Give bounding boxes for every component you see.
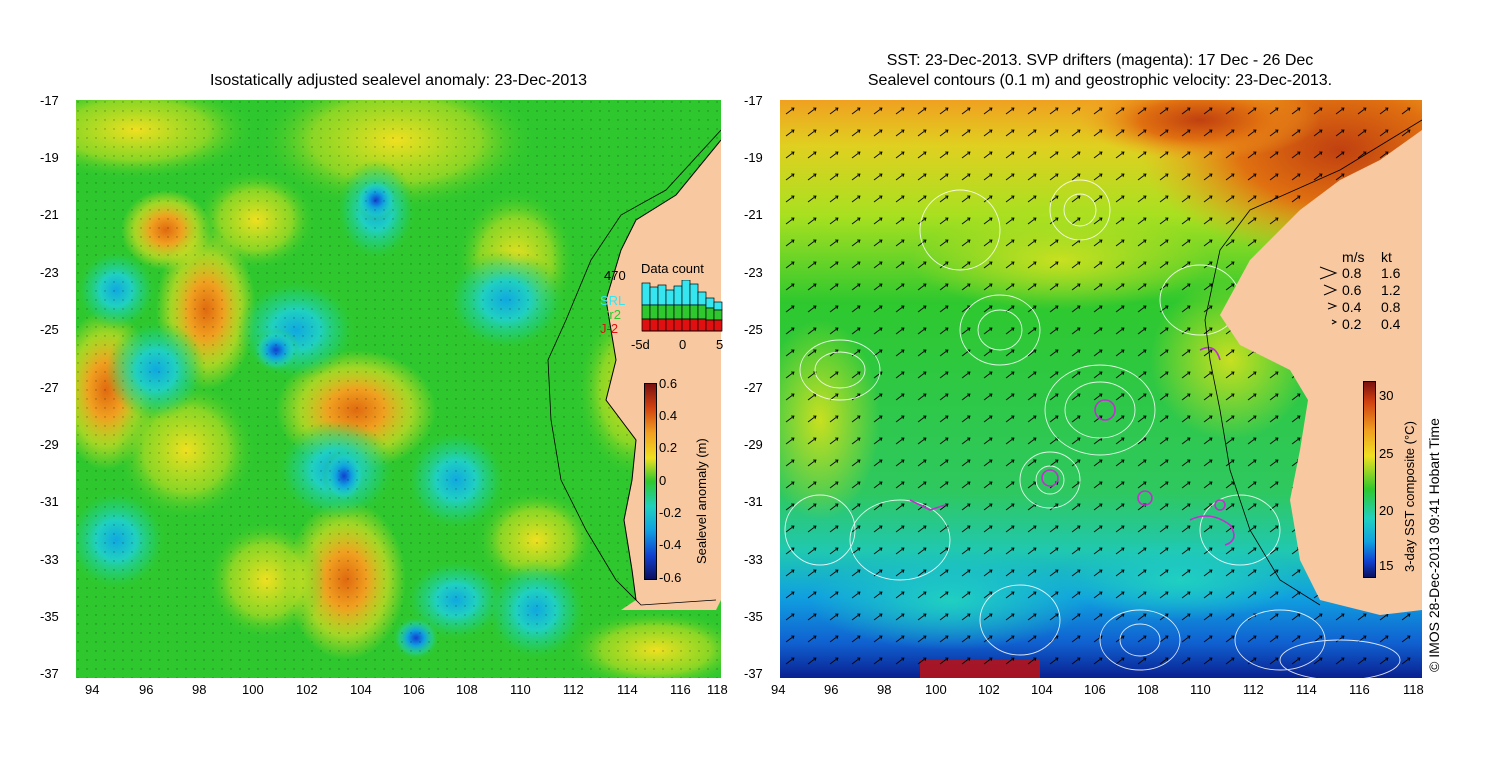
- sealevel-colorbar-tick: 0: [659, 473, 667, 488]
- right-lat-tick: -19: [744, 150, 763, 165]
- data-count-histogram: [641, 280, 723, 332]
- copyright-label: © IMOS 28-Dec-2013 09:41 Hobart Time: [1426, 418, 1442, 672]
- speed-arrow-icons: [1319, 266, 1338, 325]
- right-lon-tick: 102: [978, 682, 1000, 697]
- mission-label-j2: J-2: [600, 321, 619, 336]
- right-lon-tick: 100: [925, 682, 947, 697]
- left-lat-tick: -25: [40, 322, 59, 337]
- left-lon-tick: 118: [707, 682, 728, 697]
- left-lat-tick: -31: [40, 494, 59, 509]
- left-lon-tick: 94: [85, 682, 100, 697]
- right-lon-tick: 116: [1349, 682, 1370, 697]
- right-lon-tick: 114: [1296, 682, 1317, 697]
- left-lon-tick: 102: [296, 682, 318, 697]
- sealevel-colorbar-tick: -0.6: [659, 570, 682, 585]
- left-lon-tick: 110: [510, 682, 531, 697]
- left-lat-tick: -35: [40, 609, 59, 624]
- data-count-xtick: 0: [679, 337, 687, 352]
- left-lat-tick: -17: [40, 93, 59, 108]
- left-lat-tick: -37: [40, 666, 59, 681]
- sst-colorbar-tick: 15: [1379, 558, 1394, 573]
- sealevel-colorbar-tick: -0.2: [659, 505, 682, 520]
- right-lat-tick: -31: [744, 494, 763, 509]
- left-lat-tick: -33: [40, 552, 59, 567]
- right-lon-tick: 96: [824, 682, 839, 697]
- sealevel-colorbar-tick: 0.2: [659, 440, 678, 455]
- speed-legend-header-kt: kt: [1381, 249, 1392, 265]
- left-lon-tick: 114: [617, 682, 638, 697]
- left-lat-tick: -29: [40, 437, 59, 452]
- left-lat-tick: -21: [40, 207, 59, 222]
- data-count-title: Data count: [641, 261, 704, 276]
- sealevel-anomaly-field: [76, 100, 721, 678]
- sealevel-anomaly-map: [76, 100, 721, 678]
- right-lon-tick: 112: [1243, 682, 1264, 697]
- sealevel-colorbar-tick: 0.6: [659, 376, 678, 391]
- right-lat-tick: -35: [744, 609, 763, 624]
- left-lat-tick: -27: [40, 380, 59, 395]
- right-lon-tick: 108: [1137, 682, 1159, 697]
- right-lon-tick: 98: [877, 682, 892, 697]
- right-lon-tick: 110: [1190, 682, 1211, 697]
- left-lat-tick: -23: [40, 265, 59, 280]
- speed-legend-ms: 0.6: [1342, 282, 1362, 298]
- right-panel-title-line2: Sealevel contours (0.1 m) and geostrophi…: [867, 72, 1333, 89]
- speed-legend-kt: 1.2: [1381, 282, 1401, 298]
- right-lon-tick: 118: [1403, 682, 1424, 697]
- right-lat-tick: -21: [744, 207, 763, 222]
- left-lon-tick: 116: [670, 682, 691, 697]
- left-lon-tick: 108: [456, 682, 478, 697]
- svp-drifter-tracks: [909, 346, 1235, 546]
- speed-legend-header-ms: m/s: [1342, 249, 1365, 265]
- right-panel-title-line1: SST: 23-Dec-2013. SVP drifters (magenta)…: [886, 52, 1314, 69]
- sealevel-contours: [784, 179, 1401, 678]
- land: [606, 140, 721, 610]
- data-count-xtick: 5: [716, 337, 724, 352]
- speed-legend-kt: 0.8: [1381, 299, 1401, 315]
- speed-legend-ms: 0.4: [1342, 299, 1362, 315]
- sst-field: [780, 100, 1422, 678]
- sst-colorbar-label: 3-day SST composite (°C): [1402, 421, 1417, 572]
- left-lon-tick: 104: [350, 682, 372, 697]
- sst-map: [780, 100, 1422, 678]
- left-lon-tick: 100: [242, 682, 264, 697]
- left-lon-tick: 96: [139, 682, 154, 697]
- mission-label-srl: SRL: [600, 293, 626, 308]
- data-count-xtick: -5d: [631, 337, 650, 352]
- left-lat-tick: -19: [40, 150, 59, 165]
- mission-label-cr2: Cr2: [600, 307, 621, 322]
- right-lat-tick: -37: [744, 666, 763, 681]
- right-lat-tick: -17: [744, 93, 763, 108]
- right-lat-tick: -33: [744, 552, 763, 567]
- data-count-max: 470: [604, 268, 626, 283]
- sealevel-colorbar: [644, 383, 657, 580]
- speed-legend-ms: 0.8: [1342, 265, 1362, 281]
- left-lon-tick: 106: [403, 682, 425, 697]
- left-panel-title: Isostatically adjusted sealevel anomaly:…: [209, 72, 588, 89]
- right-lon-tick: 104: [1031, 682, 1053, 697]
- sst-colorbar-tick: 20: [1379, 503, 1394, 518]
- speed-legend-kt: 1.6: [1381, 265, 1401, 281]
- sst-colorbar-tick: 30: [1379, 388, 1394, 403]
- right-lon-tick: 106: [1084, 682, 1106, 697]
- sealevel-colorbar-label: Sealevel anomaly (m): [694, 438, 709, 564]
- right-lat-tick: -25: [744, 322, 763, 337]
- right-lat-tick: -27: [744, 380, 763, 395]
- left-lon-tick: 112: [563, 682, 584, 697]
- sst-colorbar-tick: 25: [1379, 446, 1394, 461]
- sealevel-colorbar-tick: -0.4: [659, 537, 682, 552]
- right-lat-tick: -23: [744, 265, 763, 280]
- sst-colorbar: [1363, 381, 1376, 578]
- left-lon-tick: 98: [192, 682, 207, 697]
- right-lat-tick: -29: [744, 437, 763, 452]
- sealevel-colorbar-tick: 0.4: [659, 408, 678, 423]
- speed-legend-ms: 0.2: [1342, 316, 1362, 332]
- right-lon-tick: 94: [771, 682, 786, 697]
- speed-legend-kt: 0.4: [1381, 316, 1401, 332]
